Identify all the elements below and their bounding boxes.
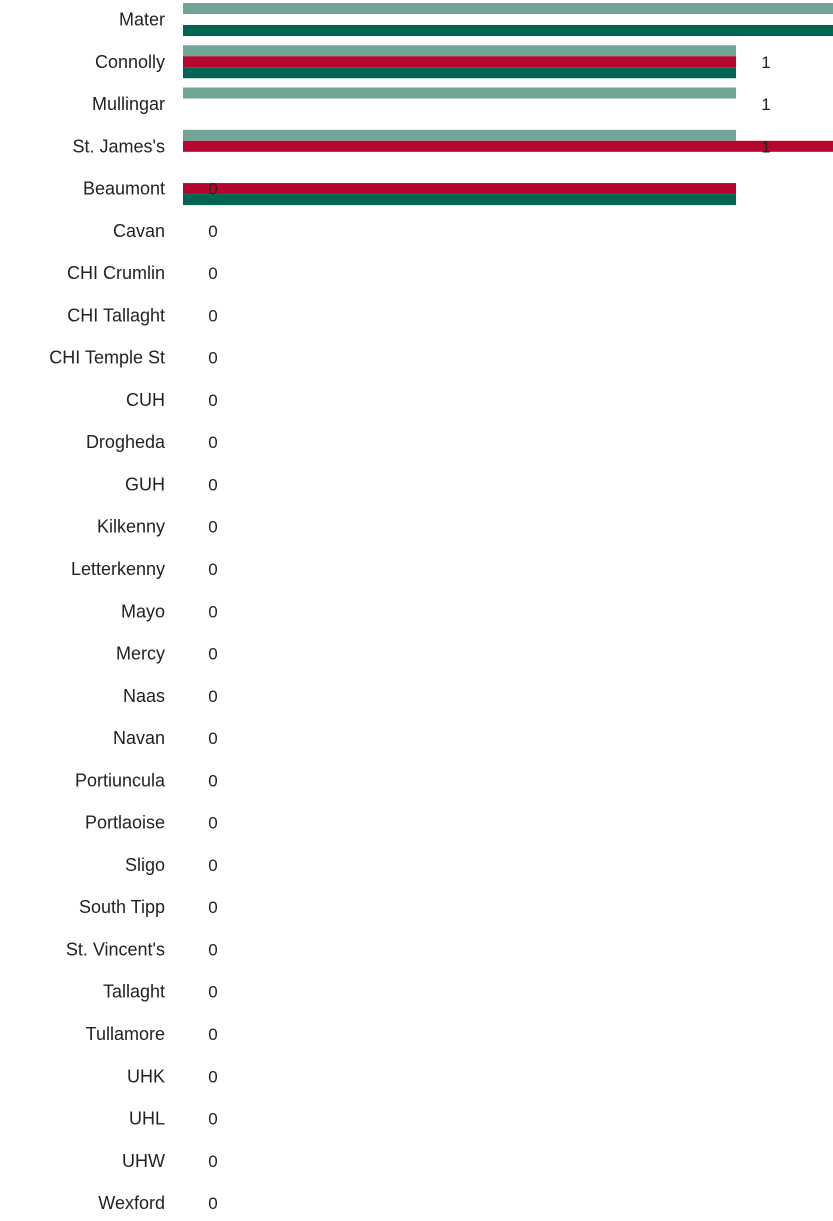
category-label: CHI Temple St <box>49 348 165 368</box>
category-label: Navan <box>113 728 165 748</box>
value-label: 0 <box>208 1152 217 1171</box>
bar <box>183 140 833 152</box>
category-label: Mullingar <box>92 94 165 114</box>
category-label: Tullamore <box>86 1024 165 1044</box>
value-label: 0 <box>208 856 217 875</box>
value-label: 0 <box>208 814 217 833</box>
value-label: 0 <box>208 475 217 494</box>
value-label: 0 <box>208 306 217 325</box>
value-label: 1 <box>761 95 770 114</box>
category-label: UHW <box>122 1151 165 1171</box>
bar <box>183 183 736 195</box>
category-label: South Tipp <box>79 897 165 917</box>
category-label: St. James's <box>73 136 165 156</box>
category-label: Kilkenny <box>97 517 165 537</box>
value-label: 1 <box>761 137 770 156</box>
value-label: 0 <box>208 349 217 368</box>
value-label: 0 <box>208 687 217 706</box>
value-label: 0 <box>208 560 217 579</box>
category-label: Wexford <box>98 1193 165 1213</box>
value-label: 0 <box>208 1194 217 1213</box>
bar <box>183 87 736 99</box>
category-label: Mercy <box>116 644 165 664</box>
value-label: 0 <box>208 602 217 621</box>
category-label: Cavan <box>113 221 165 241</box>
value-label: 0 <box>208 1025 217 1044</box>
value-label: 0 <box>208 391 217 410</box>
value-label: 0 <box>208 645 217 664</box>
value-label: 0 <box>208 771 217 790</box>
value-label: 0 <box>208 729 217 748</box>
category-label: Portlaoise <box>85 813 165 833</box>
bar <box>183 194 736 206</box>
category-label: Connolly <box>95 52 165 72</box>
value-label: 0 <box>208 1067 217 1086</box>
category-label: Sligo <box>125 855 165 875</box>
bar <box>183 3 833 14</box>
category-label: Drogheda <box>86 432 166 452</box>
bar <box>183 67 736 79</box>
category-label: Naas <box>123 686 165 706</box>
bar <box>183 56 736 68</box>
category-label: Beaumont <box>83 179 165 199</box>
value-label: 0 <box>208 898 217 917</box>
category-label: Letterkenny <box>71 559 165 579</box>
value-label: 0 <box>208 1110 217 1129</box>
category-label: UHL <box>129 1109 165 1129</box>
value-label: 0 <box>208 940 217 959</box>
value-label: 0 <box>208 433 217 452</box>
category-label: GUH <box>125 474 165 494</box>
category-label: UHK <box>127 1066 165 1086</box>
value-label: 0 <box>208 983 217 1002</box>
category-label: Tallaght <box>103 982 165 1002</box>
category-label: Mayo <box>121 601 165 621</box>
bar <box>183 45 736 57</box>
category-label: St. Vincent's <box>66 939 165 959</box>
bar <box>183 129 736 141</box>
value-label: 0 <box>208 264 217 283</box>
category-label: Mater <box>119 10 165 30</box>
category-label: Portiuncula <box>75 770 166 790</box>
category-label: CHI Tallaght <box>67 305 165 325</box>
value-label: 0 <box>208 180 217 199</box>
category-label: CUH <box>126 390 165 410</box>
value-label: 0 <box>208 222 217 241</box>
value-label: 0 <box>208 518 217 537</box>
value-label: 1 <box>761 53 770 72</box>
category-label: CHI Crumlin <box>67 263 165 283</box>
bar <box>183 25 833 36</box>
